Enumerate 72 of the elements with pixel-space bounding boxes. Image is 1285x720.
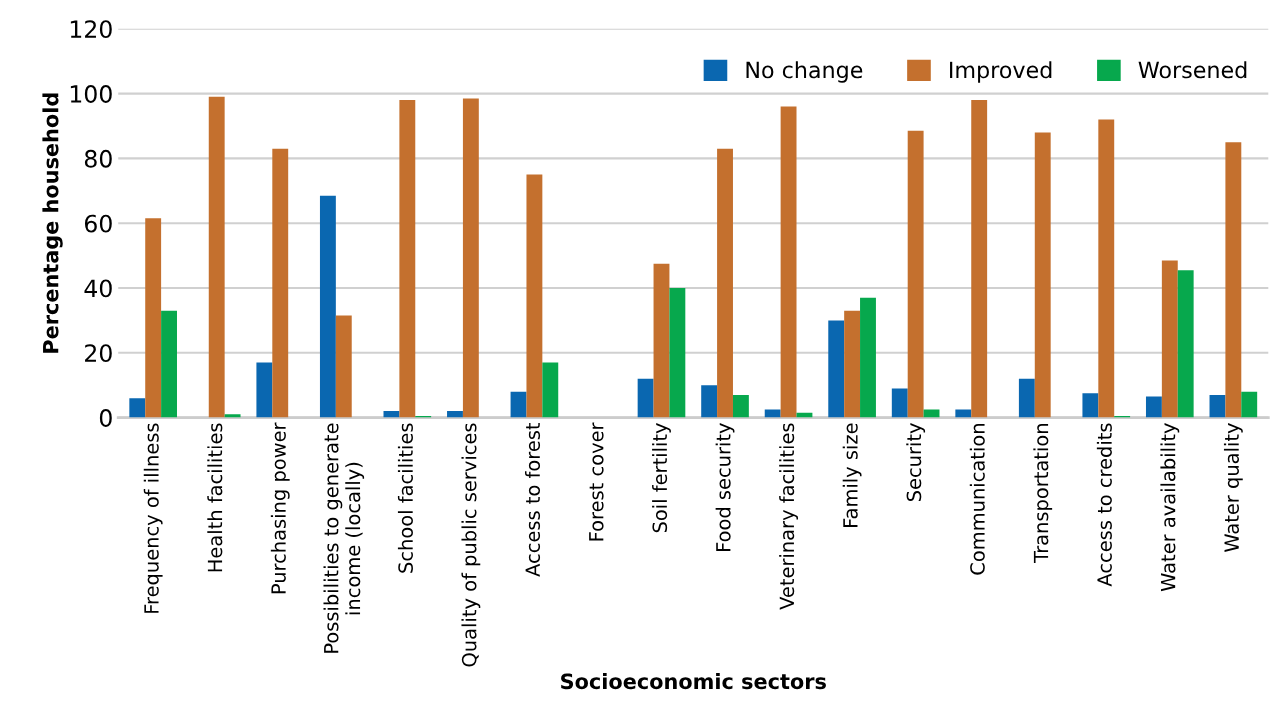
bar: [669, 288, 686, 418]
x-tick-label: Possibilities to generate income (locally): [323, 423, 365, 653]
x-tick-label: Family size: [842, 423, 862, 528]
legend-label: Improved: [950, 61, 1052, 83]
bar: [923, 409, 940, 418]
x-tick-label: Security: [906, 423, 926, 502]
bar: [971, 100, 988, 418]
bar: [1145, 396, 1162, 418]
bar: [1177, 270, 1194, 418]
bar: [224, 414, 241, 418]
x-tick-label: School facilities: [397, 423, 413, 573]
x-tick-label: Access to credits: [1096, 423, 1112, 587]
x-axis-title: Socioeconomic sectors: [561, 673, 826, 690]
bar: [447, 411, 463, 418]
y-tick-label: 40: [84, 279, 112, 298]
bar: [129, 398, 146, 418]
bar: [383, 411, 400, 418]
x-tick-label: Purchasing power: [270, 422, 290, 594]
bar: [764, 409, 781, 418]
bar: [319, 195, 336, 418]
bar: [542, 362, 559, 418]
bar: [208, 96, 225, 418]
bar: [637, 378, 654, 418]
bar: [653, 263, 670, 418]
x-tick-label: Health facilities: [207, 423, 223, 572]
bar: [780, 106, 797, 418]
legend-label: Worsened: [1138, 61, 1247, 79]
bar: [732, 394, 749, 418]
bar: [844, 310, 861, 418]
x-tick-label: Water quality: [1223, 423, 1243, 552]
x-tick-label: Water availability: [1160, 423, 1180, 592]
y-tick-label: 0: [99, 409, 112, 427]
bar: [701, 385, 718, 418]
bar: [462, 98, 479, 418]
bar: [1082, 393, 1099, 418]
bar: [335, 315, 352, 418]
legend-label: No change: [746, 61, 863, 83]
x-tick-label: Quality of public services: [461, 423, 481, 667]
y-tick-label: 60: [84, 214, 112, 233]
bar: [399, 100, 416, 418]
bar: [161, 310, 177, 418]
x-tick-label: Soil fertility: [652, 423, 671, 533]
bar: [717, 148, 733, 418]
bar: [907, 130, 924, 418]
y-tick-label: 20: [85, 344, 112, 363]
x-tick-label: Veterinary facilities: [779, 423, 798, 610]
bar: [1034, 132, 1051, 418]
x-tick-label: Forest cover: [589, 422, 604, 541]
bar: [145, 218, 162, 418]
bar: [1225, 142, 1242, 418]
bar: [860, 297, 876, 418]
bar: [1209, 394, 1226, 418]
bar: [510, 391, 527, 418]
bar: [256, 362, 273, 418]
y-tick-label: 120: [70, 20, 112, 39]
bar: [828, 320, 845, 418]
x-tick-label: Access to forest: [525, 422, 541, 577]
y-tick-label: 80: [84, 149, 112, 168]
bar: [1018, 378, 1035, 418]
x-tick-label: Frequency of illness: [143, 423, 163, 613]
bar: [526, 174, 543, 418]
bar: [891, 388, 908, 418]
bar: [955, 409, 972, 418]
y-axis-title: Percentage household: [42, 93, 63, 353]
bar: [272, 148, 289, 418]
y-tick-label: 100: [70, 85, 112, 103]
x-tick-label: Transportation: [1033, 424, 1053, 563]
x-tick-label: Communication: [969, 424, 985, 575]
bar: [1241, 391, 1258, 418]
x-tick-label: Food security: [715, 423, 735, 551]
bar: [1161, 260, 1178, 418]
bar: [1098, 119, 1115, 418]
